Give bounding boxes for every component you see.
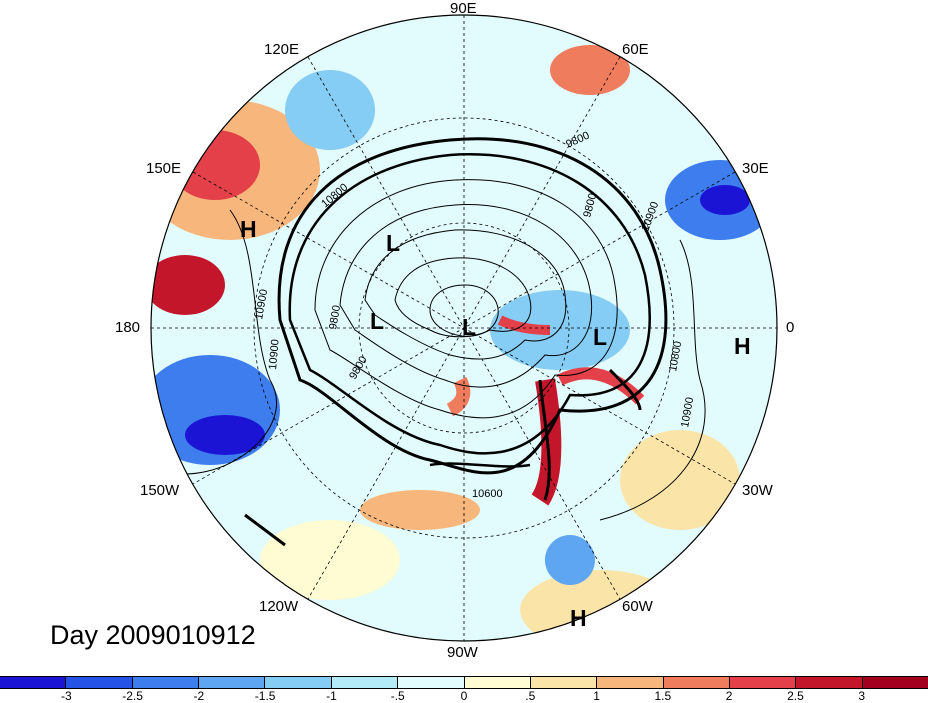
colorbar-tick-label: -1 <box>326 689 337 703</box>
colorbar-swatch <box>132 677 200 688</box>
colorbar-tick-label: .5 <box>525 689 536 703</box>
lon-label-120e: 120E <box>264 41 300 58</box>
contour-label: 9800 <box>327 304 343 330</box>
colorbar-swatch <box>398 677 465 688</box>
pressure-high-marker: H <box>734 333 751 359</box>
pressure-high-marker: H <box>240 216 257 242</box>
contour-label: 10900 <box>267 339 282 371</box>
lon-label-30e: 30E <box>742 160 769 177</box>
lon-label-120w: 120W <box>259 598 299 615</box>
pressure-low-marker: L <box>462 314 477 340</box>
colorbar-tick-label: 2 <box>725 689 733 703</box>
colorbar-tick-label: -3 <box>60 689 72 703</box>
lon-label-180: 180 <box>115 319 141 336</box>
lon-label-90w: 90W <box>447 644 478 661</box>
colorbar-tick-label: -.5 <box>390 689 405 703</box>
colorbar-tick-label: -1.5 <box>254 689 276 703</box>
colorbar-tick-label: 2.5 <box>787 689 804 703</box>
colorbar-tick-label: -2.5 <box>122 689 143 703</box>
date-title: Day 2009010912 <box>50 620 256 650</box>
colorbar-swatch <box>597 677 664 688</box>
height-contours <box>159 137 706 547</box>
pressure-high-marker: H <box>570 605 587 631</box>
lon-label-90e: 90E <box>450 0 477 17</box>
colorbar-swatch <box>663 677 730 688</box>
colorbar-swatch <box>66 677 133 688</box>
colorbar-swatch <box>331 677 399 688</box>
colorbar-tick-label: 3 <box>858 689 866 703</box>
colorbar-swatch <box>862 677 928 688</box>
colorbar-swatch <box>530 677 598 688</box>
lon-label-60e: 60E <box>622 41 649 58</box>
colorbar-swatch <box>796 677 863 688</box>
colorbar-swatch <box>464 677 531 688</box>
pressure-low-marker: L <box>593 324 608 350</box>
graticule <box>150 14 778 642</box>
colorbar-swatch <box>729 677 797 688</box>
pressure-low-marker: L <box>370 308 385 334</box>
contour-label: 10600 <box>472 488 503 500</box>
pressure-low-marker: L <box>386 230 401 256</box>
colorbar-tick-label: 1 <box>593 689 600 703</box>
lon-label-60w: 60W <box>622 598 653 615</box>
colorbar-swatch <box>199 677 266 688</box>
lon-label-150e: 150E <box>146 160 182 177</box>
colorbar-tick-label: 1.5 <box>654 689 672 703</box>
contour-label: 10900 <box>679 396 696 428</box>
colorbar <box>0 676 928 689</box>
lon-label-150w: 150W <box>140 482 180 499</box>
lon-label-30w: 30W <box>742 482 773 499</box>
anomaly-field <box>151 15 777 641</box>
contour-label: 10800 <box>667 340 684 372</box>
colorbar-tick-label: -2 <box>193 689 205 703</box>
colorbar-swatch <box>0 677 67 688</box>
contour-label: 10900 <box>253 288 270 320</box>
colorbar-tick-label: 0 <box>460 689 468 703</box>
lon-label-0: 0 <box>786 319 795 336</box>
colorbar-swatch <box>265 677 332 688</box>
